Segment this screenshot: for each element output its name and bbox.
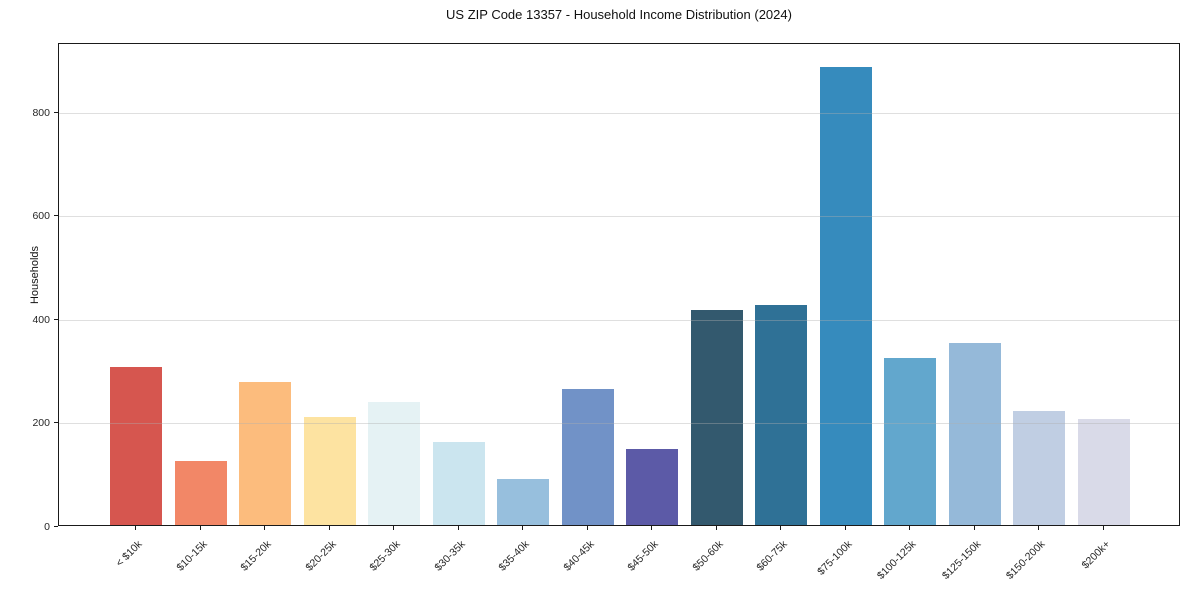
x-tick-label: $25-30k xyxy=(367,538,403,574)
y-tick-mark xyxy=(54,422,58,424)
y-tick-mark xyxy=(54,111,58,113)
x-tick-label: $200k+ xyxy=(1079,538,1113,572)
x-tick-mark xyxy=(973,526,975,530)
bar xyxy=(303,417,356,525)
gridline xyxy=(59,112,1179,114)
x-tick-mark xyxy=(651,526,652,530)
x-tick-label: $35-40k xyxy=(496,538,532,574)
bar xyxy=(561,389,614,525)
y-tick-mark xyxy=(54,318,58,320)
bar xyxy=(497,479,549,525)
y-tick-label: 600 xyxy=(32,210,50,223)
bar xyxy=(174,460,227,525)
plot-area xyxy=(58,43,1180,526)
x-tick-label: $50-60k xyxy=(689,538,726,574)
x-tick-label: < $10k xyxy=(113,538,145,570)
x-tick-mark xyxy=(586,526,588,530)
x-tick-label: $40-45k xyxy=(560,538,597,574)
bar xyxy=(432,441,485,525)
x-tick-label: $100-125k xyxy=(875,538,919,582)
x-tick-label: $15-20k xyxy=(238,538,274,574)
x-tick-mark xyxy=(1038,526,1039,530)
x-tick-mark xyxy=(457,526,459,530)
x-tick-mark xyxy=(264,526,265,530)
x-tick-mark xyxy=(844,526,846,530)
bar xyxy=(884,358,936,525)
bar xyxy=(368,402,420,525)
y-tick-label: 800 xyxy=(32,106,50,119)
x-tick-mark xyxy=(328,526,330,530)
chart-title: US ZIP Code 13357 - Household Income Dis… xyxy=(446,7,792,22)
bar xyxy=(819,66,872,525)
x-tick-mark xyxy=(522,526,523,530)
x-tick-label: $150-200k xyxy=(1004,538,1048,582)
y-tick-label: 400 xyxy=(32,313,50,326)
y-tick-label: 200 xyxy=(32,417,50,430)
x-tick-label: $20-25k xyxy=(302,538,339,574)
x-tick-mark xyxy=(780,526,781,530)
y-tick-mark xyxy=(54,215,58,217)
x-tick-label: $125-150k xyxy=(939,538,984,582)
bar xyxy=(948,342,1001,525)
bar xyxy=(1013,410,1065,525)
bar xyxy=(690,310,743,525)
x-tick-label: $30-35k xyxy=(431,538,468,574)
x-tick-label: $75-100k xyxy=(814,538,855,578)
gridline xyxy=(59,216,1179,218)
x-tick-label: $10-15k xyxy=(173,538,210,574)
bar xyxy=(1077,418,1130,525)
x-tick-mark xyxy=(393,526,394,530)
y-tick-mark xyxy=(54,526,58,527)
x-tick-label: $60-75k xyxy=(754,538,790,574)
bar xyxy=(110,367,162,525)
x-tick-mark xyxy=(135,526,136,530)
x-tick-mark xyxy=(715,526,717,530)
bar xyxy=(626,448,678,525)
y-axis-label: Households xyxy=(29,245,41,305)
x-tick-label: $45-50k xyxy=(625,538,661,574)
gridline xyxy=(59,423,1179,425)
x-tick-mark xyxy=(199,526,201,530)
x-tick-mark xyxy=(1102,526,1104,530)
bar xyxy=(755,304,807,525)
gridline xyxy=(59,319,1179,321)
bar xyxy=(239,382,291,525)
x-tick-mark xyxy=(909,526,910,530)
y-tick-label: 0 xyxy=(44,521,50,533)
